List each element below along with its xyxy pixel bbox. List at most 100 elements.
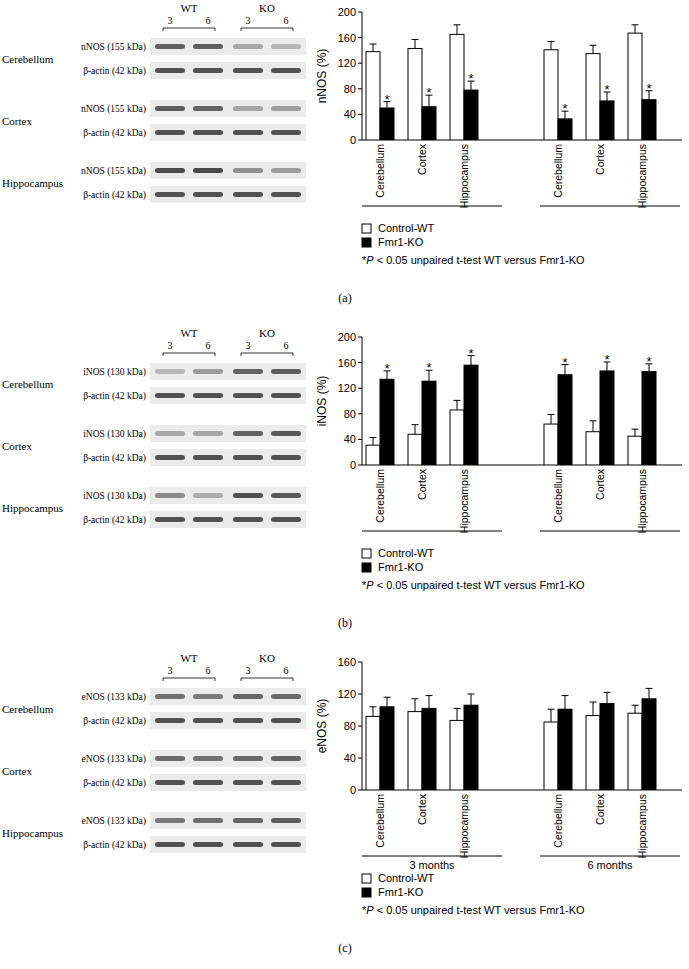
- bar: [464, 705, 478, 790]
- blot-band: [233, 431, 263, 436]
- category-label: Cerebellum: [374, 469, 386, 523]
- blot-strip: [150, 712, 306, 729]
- significance-label: *: [604, 352, 609, 367]
- blot-band: [193, 106, 223, 111]
- legend-label: Control-WT: [378, 872, 435, 884]
- bar: [642, 372, 656, 465]
- blot-region: Cerebellum: [2, 378, 54, 390]
- category-label: Hippocampus: [636, 469, 648, 533]
- significance-label: *: [646, 354, 651, 369]
- blot-band: [233, 369, 263, 374]
- blot-protein: iNOS (130 kDa): [83, 491, 146, 502]
- blot-band: [193, 818, 223, 823]
- blot-group-label: WT: [180, 2, 197, 14]
- blot-protein: nNOS (155 kDa): [81, 42, 146, 53]
- bar: [544, 50, 558, 140]
- blot-band: [155, 106, 185, 111]
- blot-band: [233, 842, 263, 847]
- blot-bracket: [163, 28, 215, 31]
- y-tick-label: 160: [338, 32, 356, 44]
- marks: [366, 356, 656, 465]
- blot-band: [193, 493, 223, 498]
- blot-strip: [150, 100, 306, 117]
- blot-protein: eNOS (133 kDa): [82, 692, 146, 703]
- bar: [628, 436, 642, 465]
- blot-band: [193, 168, 223, 173]
- blot-strip: [150, 425, 306, 442]
- panel: WTKO3636CerebellumeNOS (133 kDa)β-actin …: [2, 652, 682, 955]
- error-bar: [632, 25, 639, 33]
- error-bar: [454, 25, 461, 35]
- blot-band: [193, 369, 223, 374]
- legend-label: Fmr1-KO: [378, 886, 424, 898]
- y-tick-label: 120: [338, 382, 356, 394]
- category-label: Cortex: [594, 468, 606, 500]
- blot-band: [233, 756, 263, 761]
- blot-band: [155, 818, 185, 823]
- blot-band: [193, 192, 223, 197]
- legend-swatch: [362, 549, 371, 558]
- blot-band: [155, 192, 185, 197]
- bar: [628, 713, 642, 790]
- error-bar: [370, 437, 377, 445]
- blot-bracket: [241, 353, 293, 356]
- error-bar: [454, 400, 461, 410]
- legend-label: Fmr1-KO: [378, 236, 424, 248]
- blot-bracket: [163, 678, 215, 681]
- blot-band: [193, 393, 223, 398]
- y-tick-label: 40: [344, 433, 356, 445]
- blot-protein: nNOS (155 kDa): [81, 104, 146, 115]
- bar: [558, 709, 572, 790]
- blot-group-label: WT: [180, 652, 197, 664]
- blot-strip: [150, 186, 306, 203]
- blot-band: [233, 68, 263, 73]
- bar: [450, 720, 464, 790]
- bar: [600, 371, 614, 465]
- blot-band: [155, 694, 185, 699]
- category-label: Hippocampus: [458, 469, 470, 533]
- y-axis-label: eNOS (%): [315, 699, 329, 754]
- bar: [586, 54, 600, 140]
- y-tick: [358, 694, 362, 695]
- blot-loading: β-actin (42 kDa): [83, 716, 146, 727]
- blot-band: [155, 68, 185, 73]
- error-bar: [454, 708, 461, 720]
- blot-band: [233, 818, 263, 823]
- y-tick: [358, 465, 362, 466]
- significance-label: *: [562, 101, 567, 116]
- error-bar: [548, 414, 555, 424]
- blot-lane-label: 3: [246, 665, 251, 676]
- blot-band: [155, 756, 185, 761]
- blot-band: [233, 493, 263, 498]
- note: *P < 0.05 unpaired t-test WT versus Fmr1…: [362, 904, 585, 916]
- significance-label: *: [384, 361, 389, 376]
- y-tick: [358, 662, 362, 663]
- blot-strip: [150, 511, 306, 528]
- blot-strip: [150, 124, 306, 141]
- blot-protein: iNOS (130 kDa): [83, 367, 146, 378]
- group-line: [362, 856, 502, 857]
- y-tick-label: 80: [344, 720, 356, 732]
- legend-label: Fmr1-KO: [378, 561, 424, 573]
- y-tick: [358, 726, 362, 727]
- blot-band: [155, 780, 185, 785]
- group-line: [540, 206, 680, 207]
- blot-band: [271, 694, 301, 699]
- category-label: Hippocampus: [636, 794, 648, 858]
- blot-band: [233, 694, 263, 699]
- blot-band: [233, 780, 263, 785]
- error-bar: [590, 45, 597, 53]
- blot-loading: β-actin (42 kDa): [83, 840, 146, 851]
- marks: [366, 688, 656, 790]
- bar: [380, 707, 394, 790]
- note-part: < 0.05 unpaired t-test WT versus Fmr1-KO: [374, 579, 585, 591]
- significance-label: *: [384, 92, 389, 107]
- bar: [586, 432, 600, 465]
- blot-strip: [150, 774, 306, 791]
- category-label: Cerebellum: [374, 144, 386, 198]
- blot-band: [155, 493, 185, 498]
- blot-strip: [150, 363, 306, 380]
- significance-label: *: [426, 360, 431, 375]
- error-bar: [548, 709, 555, 722]
- blot-band: [193, 68, 223, 73]
